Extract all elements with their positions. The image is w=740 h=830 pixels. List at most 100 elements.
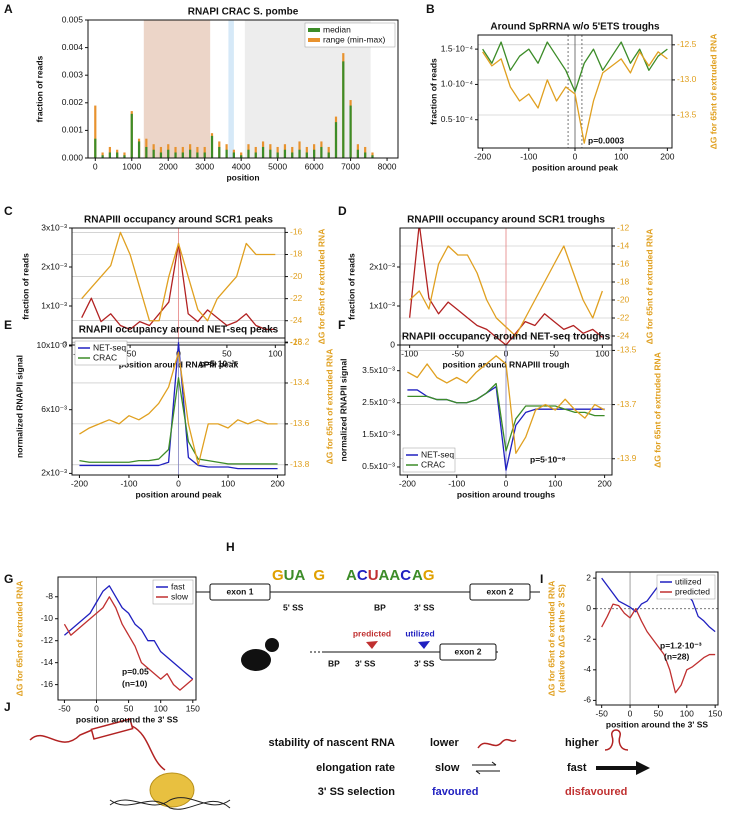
- motif-letter: C: [357, 567, 368, 584]
- motif-letter: U: [284, 567, 295, 584]
- plot-area: [63, 585, 194, 691]
- motif-letter: C: [400, 567, 411, 584]
- legend-box: [402, 447, 456, 473]
- line: [482, 51, 668, 144]
- site-label: BP: [328, 658, 340, 668]
- x-tick-label: 100: [548, 478, 562, 488]
- y-axis-label: fraction of reads: [34, 55, 44, 122]
- utilized-label: utilized: [405, 628, 434, 638]
- polymerase-icon: [149, 772, 195, 808]
- annotation: (n=10): [122, 678, 147, 688]
- dna-icon: [109, 799, 231, 810]
- motif: AG: [412, 567, 435, 584]
- line: [482, 41, 668, 93]
- x-tick-label: 0: [94, 703, 99, 713]
- site-label: 3' SS: [414, 602, 435, 612]
- y-tick-label: 0: [62, 339, 67, 349]
- exon-label: exon 1: [227, 586, 254, 596]
- exon-label: exon 2: [487, 586, 514, 596]
- row-label: stability of nascent RNA: [268, 737, 395, 749]
- x-tick-label: 8000: [378, 161, 397, 171]
- y2-tick-label: -26: [290, 337, 303, 347]
- y-tick-label: 0.003: [62, 69, 84, 79]
- x-tick-label: 3000: [195, 161, 214, 171]
- plot-frame: [57, 576, 197, 701]
- y-tick-label: 0.002: [62, 97, 84, 107]
- y2-tick-label: -13.9: [617, 453, 637, 463]
- legend-box: [656, 574, 716, 600]
- dna-icon: [109, 797, 231, 806]
- x-tick-label: 100: [614, 151, 628, 161]
- rna-wave: [477, 738, 517, 749]
- y2-tick-label: -13.8: [290, 459, 310, 469]
- y2-tick-label: -13.7: [617, 399, 637, 409]
- favoured-label: favoured: [432, 786, 478, 798]
- annotation: (n=28): [664, 651, 689, 661]
- legend-label: utilized: [675, 576, 702, 586]
- y-tick-label: 1.5·10⁻⁴: [441, 43, 474, 53]
- panel: A RNAPI CRAC S. pombe 0.000 0.001 0.002 0.003…: [4, 2, 399, 182]
- y-tick-label: 1.0·10⁻⁴: [441, 79, 474, 89]
- row-label: elongation rate: [316, 762, 395, 774]
- annotation: p=0.0003: [588, 135, 624, 145]
- arrow: [596, 761, 650, 775]
- y-tick-label: 0.004: [62, 42, 84, 52]
- x-tick-label: 50: [222, 348, 232, 358]
- y-tick-label: 2x10⁻³: [41, 468, 67, 478]
- y2-tick-label: -13.5: [617, 345, 637, 355]
- x-axis-label: position: [226, 172, 259, 182]
- site-label: 3' SS: [355, 658, 376, 668]
- annotation: p=5·10⁻⁸: [530, 454, 566, 464]
- y-tick-label: 3.5x10⁻³: [362, 365, 395, 375]
- line: [407, 382, 605, 452]
- panel-letter: B: [426, 2, 435, 16]
- x-tick-label: -200: [71, 478, 88, 488]
- panel-letter: G: [4, 572, 13, 586]
- arrow: [366, 641, 378, 649]
- legend-label: NET-seq: [93, 342, 126, 352]
- line: [407, 355, 605, 454]
- plot-area: [408, 228, 603, 345]
- rna-loop: [604, 729, 629, 751]
- high-label: higher: [565, 737, 599, 749]
- motif-letter: A: [412, 567, 423, 584]
- y2-tick-label: -13.2: [290, 336, 310, 346]
- y-axis-label: fraction of reads: [20, 253, 30, 320]
- x-axis-label: position around the 3' SS: [76, 714, 178, 724]
- x-tick-label: -100: [520, 151, 537, 161]
- row-label: 3' SS selection: [318, 786, 395, 798]
- line: [409, 245, 603, 337]
- line: [81, 231, 276, 322]
- x-tick-label: 150: [186, 703, 200, 713]
- yeast-icon: [241, 649, 271, 671]
- plot-area: [79, 342, 278, 470]
- y-tick-label: 0: [390, 339, 395, 349]
- line: [63, 585, 194, 680]
- y-tick-label: -14: [41, 657, 54, 667]
- y-tick-label: -12: [41, 635, 54, 645]
- x-tick-label: 6000: [305, 161, 324, 171]
- y2-tick-label: -13.0: [677, 74, 697, 84]
- y-axis-label: normalized RNAPII signal: [338, 359, 348, 462]
- panel-letter: J: [4, 700, 11, 714]
- y2-tick-label: -16: [290, 227, 303, 237]
- y-axis-label: fraction of reads: [346, 253, 356, 320]
- x-tick-label: 5000: [268, 161, 287, 171]
- y-tick-label: 0.5·10⁻⁴: [441, 114, 474, 124]
- exon-box: [439, 643, 497, 661]
- y-tick-label: -6: [583, 695, 591, 705]
- region: [228, 20, 234, 158]
- x-axis-label: position around the 3' SS: [606, 719, 708, 729]
- y-tick-label: 2: [586, 572, 591, 582]
- region: [143, 20, 211, 158]
- plot-frame: [399, 344, 613, 476]
- arrow: [418, 641, 430, 649]
- low-label: slow: [435, 762, 460, 774]
- panel-letter: E: [4, 318, 12, 332]
- x-tick-label: 4000: [232, 161, 251, 171]
- y2-tick-label: -13.6: [290, 418, 310, 428]
- x-tick-label: 0: [504, 478, 509, 488]
- y2-tick-label: -20: [290, 271, 303, 281]
